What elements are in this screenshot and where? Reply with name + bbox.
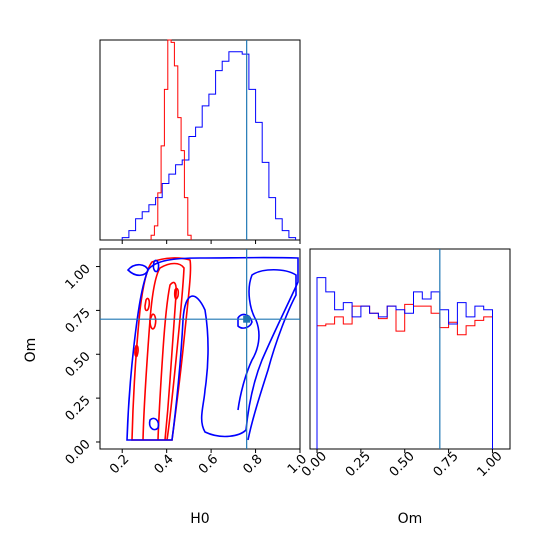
- red-contour-outer: [131, 257, 192, 441]
- red-contour-inner: [157, 281, 177, 441]
- xlabel-om: Om: [398, 511, 423, 527]
- contour-ytick-label: 0.25: [63, 393, 94, 424]
- contours-red: [131, 257, 192, 441]
- red-contour-blob-2: [149, 313, 157, 330]
- contour-xtick-label: 0.8: [240, 452, 265, 477]
- blue-contour-blob-2: [148, 417, 160, 431]
- om-hist-xticks: 0.00 0.25 0.50 0.75 1.00: [299, 449, 506, 480]
- contours-blue: [126, 256, 299, 441]
- contour-ytick-label: 0.00: [63, 437, 94, 468]
- om-hist-xtick-label: 1.00: [474, 449, 505, 480]
- ylabel-om: Om: [23, 338, 39, 363]
- om-hist-series-red: [316, 303, 493, 449]
- panel-om-hist-frame: [309, 248, 511, 450]
- contour-xtick-label: 0.6: [196, 452, 221, 477]
- xlabel-h0: H0: [190, 511, 209, 527]
- red-contour-mid: [142, 262, 185, 441]
- contour-xtick-label: 0.2: [107, 452, 132, 477]
- blue-contour-inner: [237, 313, 253, 329]
- panel-om-vs-h0: 0.2 0.4 0.6 0.8 1.0 0.000.250.500.751.00 H0 …: [23, 248, 310, 527]
- om-hist-series-blue: [316, 277, 493, 449]
- panel-h0-hist: [99, 39, 301, 244]
- contour-ytick-label: 1.00: [63, 262, 94, 293]
- h0-hist-xticks: [121, 240, 301, 244]
- panel-om-hist: 0.00 0.25 0.50 0.75 1.00 Om: [299, 248, 511, 527]
- om-hist-xtick-label: 0.50: [387, 449, 418, 480]
- om-hist-xtick-label: 0.00: [299, 449, 330, 480]
- h0-hist-series-red: [150, 39, 192, 240]
- contour-yticks: 0.00 0.25 0.50 0.75 1.00: [63, 262, 100, 468]
- blue-contour-blob-1: [126, 263, 149, 277]
- red-contour-blob-3: [134, 344, 139, 358]
- om-hist-xtick-label: 0.25: [343, 449, 374, 480]
- blue-contour-mid: [237, 268, 297, 441]
- blue-contour-outer: [126, 256, 299, 441]
- panel-om-vs-h0-frame: [99, 248, 301, 450]
- red-contour-blob-4: [173, 287, 180, 300]
- panel-h0-hist-frame: [99, 39, 301, 241]
- om-hist-xtick-label: 0.75: [431, 449, 462, 480]
- red-contour-blob-1: [144, 297, 151, 312]
- contour-xticks: 0.2 0.4 0.6 0.8 1.0: [107, 449, 310, 477]
- contour-ytick-label: 0.50: [63, 349, 94, 380]
- truth-marker: [243, 315, 251, 323]
- contour-xtick-label: 0.4: [152, 452, 177, 477]
- contour-ytick-label: 0.75: [63, 305, 94, 336]
- blue-contour-blob-3: [152, 259, 160, 273]
- h0-hist-series-blue: [121, 51, 297, 240]
